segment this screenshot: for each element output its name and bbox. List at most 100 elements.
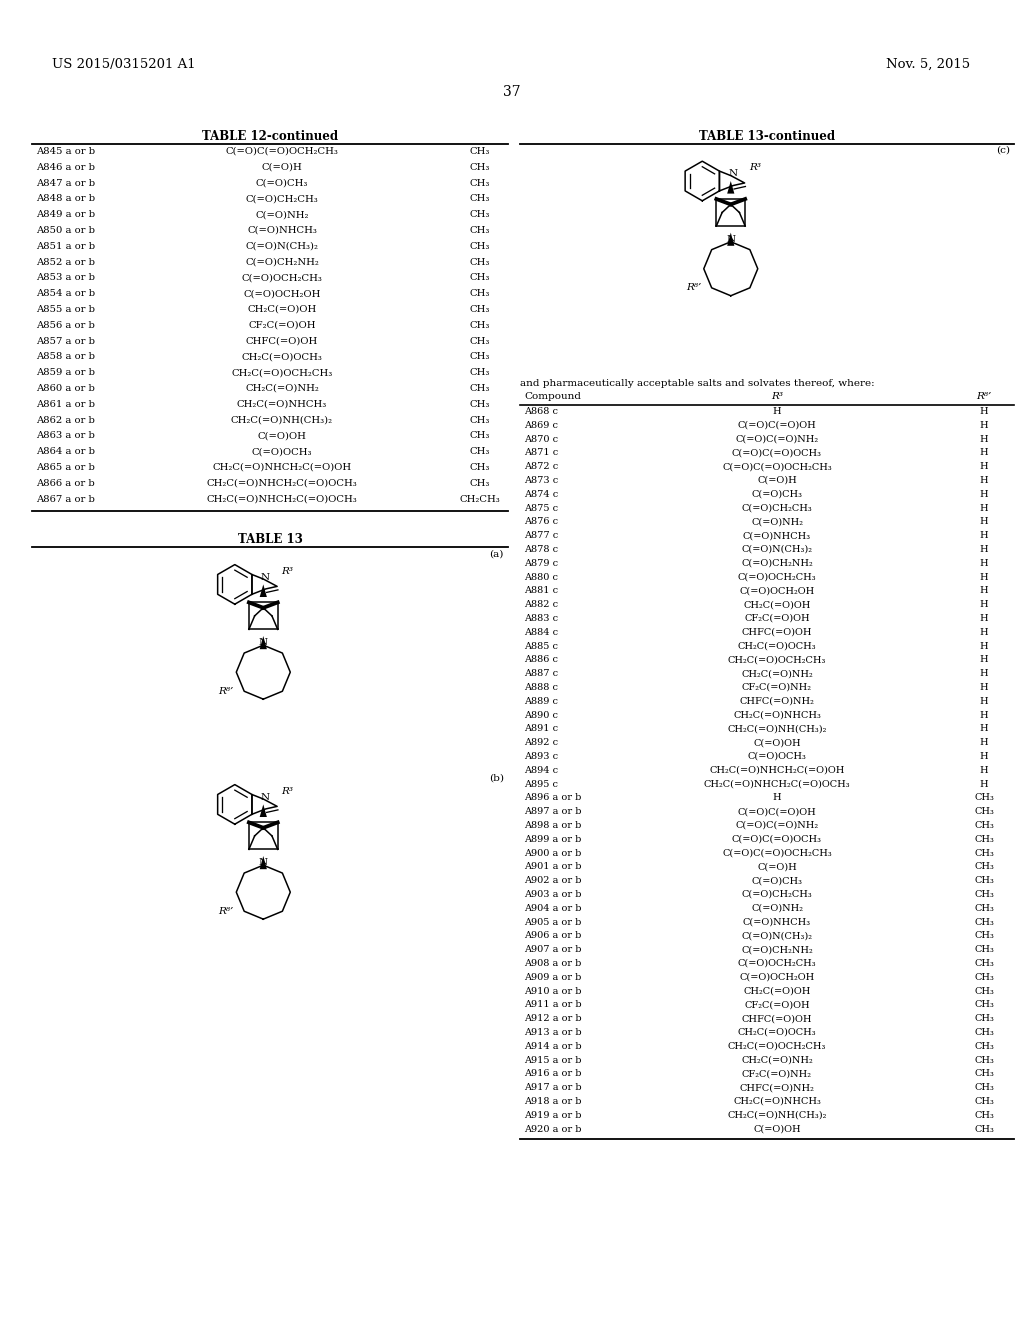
Text: CH₃: CH₃ <box>470 289 490 298</box>
Text: R³: R³ <box>750 164 761 172</box>
Text: CH₃: CH₃ <box>470 368 490 378</box>
Text: CH₃: CH₃ <box>974 973 994 982</box>
Text: A874 c: A874 c <box>524 490 558 499</box>
Text: A895 c: A895 c <box>524 780 558 788</box>
Text: H: H <box>980 614 988 623</box>
Text: A894 c: A894 c <box>524 766 558 775</box>
Text: CH₃: CH₃ <box>470 194 490 203</box>
Text: A913 a or b: A913 a or b <box>524 1028 582 1038</box>
Text: H: H <box>980 517 988 527</box>
Text: A898 a or b: A898 a or b <box>524 821 582 830</box>
Text: A863 a or b: A863 a or b <box>36 432 95 441</box>
Text: CH₂C(=O)NHCH₂C(=O)OH: CH₂C(=O)NHCH₂C(=O)OH <box>710 766 845 775</box>
Text: A897 a or b: A897 a or b <box>524 808 582 816</box>
Text: C(=O)OCH₂OH: C(=O)OCH₂OH <box>739 586 815 595</box>
Text: H: H <box>980 421 988 430</box>
Text: A879 c: A879 c <box>524 558 558 568</box>
Text: CH₃: CH₃ <box>470 321 490 330</box>
Text: H: H <box>980 531 988 540</box>
Text: CHFC(=O)OH: CHFC(=O)OH <box>741 628 812 636</box>
Text: R³: R³ <box>282 566 294 576</box>
Text: CH₃: CH₃ <box>470 305 490 314</box>
Text: CH₃: CH₃ <box>974 986 994 995</box>
Text: C(=O)OH: C(=O)OH <box>754 738 801 747</box>
Text: CH₃: CH₃ <box>974 793 994 803</box>
Text: C(=O)C(=O)OCH₃: C(=O)C(=O)OCH₃ <box>732 834 822 843</box>
Text: R⁸’: R⁸’ <box>218 686 233 696</box>
Text: A854 a or b: A854 a or b <box>36 289 95 298</box>
Text: A915 a or b: A915 a or b <box>524 1056 582 1065</box>
Text: A891 c: A891 c <box>524 725 558 734</box>
Text: C(=O)C(=O)OCH₃: C(=O)C(=O)OCH₃ <box>732 449 822 458</box>
Text: CH₃: CH₃ <box>974 945 994 954</box>
Text: C(=O)CH₂NH₂: C(=O)CH₂NH₂ <box>741 558 813 568</box>
Text: H: H <box>773 793 781 803</box>
Text: A876 c: A876 c <box>524 517 558 527</box>
Text: C(=O)H: C(=O)H <box>261 162 302 172</box>
Text: A902 a or b: A902 a or b <box>524 876 582 886</box>
Polygon shape <box>260 636 267 649</box>
Text: A888 c: A888 c <box>524 682 558 692</box>
Text: C(=O)OCH₂OH: C(=O)OCH₂OH <box>244 289 321 298</box>
Text: A899 a or b: A899 a or b <box>524 834 582 843</box>
Text: CH₃: CH₃ <box>470 273 490 282</box>
Text: C(=O)CH₂NH₂: C(=O)CH₂NH₂ <box>741 945 813 954</box>
Text: H: H <box>980 752 988 762</box>
Text: CHFC(=O)NH₂: CHFC(=O)NH₂ <box>739 697 814 706</box>
Text: TABLE 13: TABLE 13 <box>238 533 302 546</box>
Text: A865 a or b: A865 a or b <box>36 463 95 473</box>
Text: (c): (c) <box>996 147 1010 154</box>
Text: N: N <box>728 169 737 178</box>
Text: C(=O)N(CH₃)₂: C(=O)N(CH₃)₂ <box>741 545 812 554</box>
Text: A918 a or b: A918 a or b <box>524 1097 582 1106</box>
Text: H: H <box>980 490 988 499</box>
Polygon shape <box>727 181 734 194</box>
Text: C(=O)CH₂CH₃: C(=O)CH₂CH₃ <box>741 890 812 899</box>
Text: CH₃: CH₃ <box>974 808 994 816</box>
Text: CH₃: CH₃ <box>470 242 490 251</box>
Text: CH₃: CH₃ <box>974 1069 994 1078</box>
Text: CH₃: CH₃ <box>974 1097 994 1106</box>
Text: C(=O)CH₃: C(=O)CH₃ <box>752 490 803 499</box>
Text: A858 a or b: A858 a or b <box>36 352 95 362</box>
Text: CF₂C(=O)NH₂: CF₂C(=O)NH₂ <box>742 1069 812 1078</box>
Text: 37: 37 <box>503 84 521 99</box>
Text: N: N <box>261 792 270 801</box>
Text: H: H <box>980 449 988 458</box>
Text: A867 a or b: A867 a or b <box>36 495 95 504</box>
Text: CH₃: CH₃ <box>974 932 994 940</box>
Text: CH₂C(=O)OCH₃: CH₂C(=O)OCH₃ <box>737 642 816 651</box>
Text: CH₂C(=O)NHCH₃: CH₂C(=O)NHCH₃ <box>237 400 327 409</box>
Text: A866 a or b: A866 a or b <box>36 479 95 488</box>
Text: CH₂C(=O)NHCH₂C(=O)OH: CH₂C(=O)NHCH₂C(=O)OH <box>212 463 351 473</box>
Text: CH₃: CH₃ <box>974 862 994 871</box>
Text: CH₃: CH₃ <box>470 337 490 346</box>
Text: H: H <box>980 766 988 775</box>
Text: C(=O)CH₂CH₃: C(=O)CH₂CH₃ <box>741 504 812 512</box>
Text: C(=O)CH₃: C(=O)CH₃ <box>752 876 803 886</box>
Text: CH₃: CH₃ <box>470 162 490 172</box>
Text: H: H <box>980 545 988 554</box>
Text: H: H <box>980 738 988 747</box>
Text: C(=O)OCH₃: C(=O)OCH₃ <box>252 447 312 457</box>
Text: A845 a or b: A845 a or b <box>36 147 95 156</box>
Text: CH₃: CH₃ <box>974 890 994 899</box>
Text: A889 c: A889 c <box>524 697 558 706</box>
Text: A872 c: A872 c <box>524 462 558 471</box>
Text: CH₃: CH₃ <box>470 384 490 393</box>
Text: A869 c: A869 c <box>524 421 558 430</box>
Text: H: H <box>980 710 988 719</box>
Text: TABLE 12-continued: TABLE 12-continued <box>202 129 338 143</box>
Text: C(=O)CH₂NH₂: C(=O)CH₂NH₂ <box>245 257 318 267</box>
Text: H: H <box>980 462 988 471</box>
Text: N: N <box>259 639 268 647</box>
Text: CH₂C(=O)NHCH₂C(=O)OCH₃: CH₂C(=O)NHCH₂C(=O)OCH₃ <box>207 479 357 488</box>
Text: CH₂C(=O)NHCH₂C(=O)OCH₃: CH₂C(=O)NHCH₂C(=O)OCH₃ <box>703 780 850 788</box>
Text: CH₂CH₃: CH₂CH₃ <box>460 495 501 504</box>
Text: A903 a or b: A903 a or b <box>524 890 582 899</box>
Text: CF₂C(=O)OH: CF₂C(=O)OH <box>744 614 810 623</box>
Text: A856 a or b: A856 a or b <box>36 321 95 330</box>
Text: US 2015/0315201 A1: US 2015/0315201 A1 <box>52 58 196 71</box>
Text: CH₃: CH₃ <box>974 904 994 913</box>
Text: A909 a or b: A909 a or b <box>524 973 582 982</box>
